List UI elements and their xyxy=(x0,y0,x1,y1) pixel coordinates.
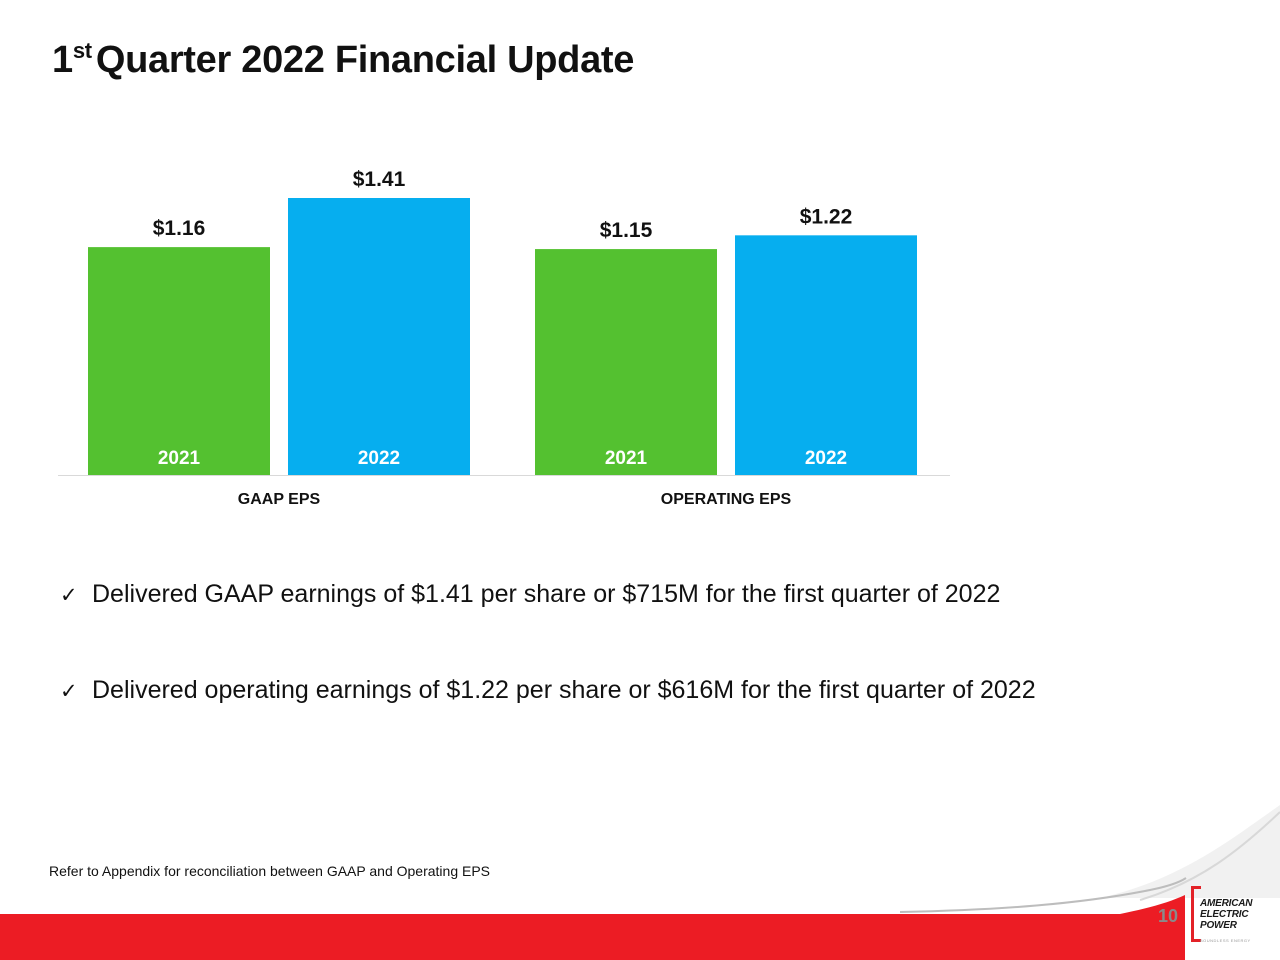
title-superscript: st xyxy=(72,38,92,63)
data-label: $1.22 xyxy=(800,205,853,228)
bullet-list: ✓ Delivered GAAP earnings of $1.41 per sh… xyxy=(60,580,1036,772)
bullet-text-gaap: Delivered GAAP earnings of $1.41 per sha… xyxy=(92,580,1001,608)
title-text: Quarter 2022 Financial Update xyxy=(95,39,635,81)
bar-2022 xyxy=(288,198,470,475)
page-title: 1st Quarter 2022 Financial Update xyxy=(52,38,634,82)
bullet-operating: ✓ Delivered operating earnings of $1.22 p… xyxy=(60,676,1036,772)
bullet-text-operating: Delivered operating earnings of $1.22 pe… xyxy=(92,676,1036,704)
bar-2021 xyxy=(88,247,270,475)
company-logo: AMERICAN ELECTRIC POWER BOUNDLESS ENERGY xyxy=(1188,886,1270,944)
bullet-gaap: ✓ Delivered GAAP earnings of $1.41 per sh… xyxy=(60,580,1036,676)
eps-bar-chart: $1.16 2021 $1.41 2022 GAAP EPS $1.15 2021 $1.22… xyxy=(58,168,950,508)
footnote: Refer to Appendix for reconciliation bet… xyxy=(49,863,491,879)
checkmark-icon: ✓ xyxy=(60,584,78,607)
logo-word: AMERICAN xyxy=(1200,898,1253,909)
logo-bracket-icon xyxy=(1191,886,1201,942)
data-label: $1.15 xyxy=(600,219,653,242)
group-label: GAAP EPS xyxy=(238,491,321,508)
bar-2021 xyxy=(535,249,717,475)
data-label: $1.41 xyxy=(353,168,406,191)
logo-word: POWER xyxy=(1200,920,1237,931)
category-label: 2021 xyxy=(158,448,201,469)
data-label: $1.16 xyxy=(153,217,206,240)
group-label: OPERATING EPS xyxy=(661,491,792,508)
category-label: 2022 xyxy=(805,448,847,469)
bar-2022 xyxy=(735,235,917,475)
title-number: 1 xyxy=(52,39,73,81)
category-label: 2022 xyxy=(358,448,400,469)
page-number: 10 xyxy=(1158,906,1179,926)
checkmark-icon: ✓ xyxy=(60,680,78,703)
logo-word: ELECTRIC xyxy=(1200,909,1249,920)
footer-band xyxy=(0,805,1280,960)
logo-tagline: BOUNDLESS ENERGY xyxy=(1200,938,1251,943)
category-label: 2021 xyxy=(605,448,648,469)
